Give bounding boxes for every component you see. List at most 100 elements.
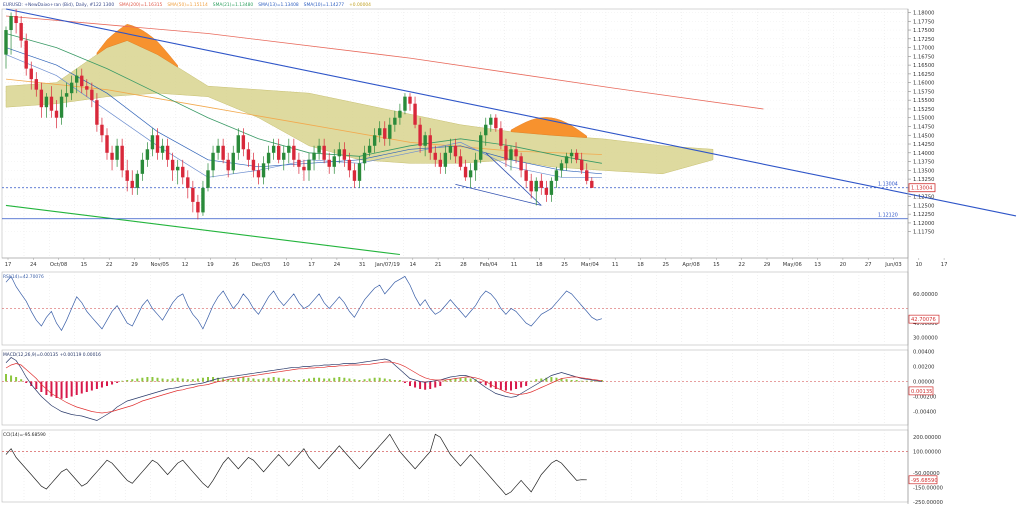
macd-histogram-bar (272, 377, 275, 382)
macd-histogram-bar (257, 379, 260, 382)
x-tick-label: May/06 (783, 262, 802, 268)
candle-body (322, 145, 326, 160)
candle-body (327, 159, 331, 167)
macd-histogram-bar (555, 377, 558, 382)
macd-histogram-bar (55, 381, 58, 398)
candle-body (216, 145, 220, 153)
candle-body (105, 135, 109, 153)
candle-body (418, 124, 422, 146)
candle-body (408, 96, 412, 104)
candle-body (307, 159, 311, 171)
candle-body (75, 75, 79, 83)
macd-histogram-bar (247, 377, 250, 382)
candle-body (479, 135, 483, 160)
candle-body (155, 135, 160, 153)
x-tick-label: 18 (637, 262, 644, 268)
candle-body (201, 187, 205, 213)
price-tick-label: 1.13750 (913, 160, 934, 166)
main-legend-item: SMA(50)=1.15114 (167, 2, 208, 8)
candle-body (196, 201, 200, 213)
candle-body (236, 135, 240, 153)
main-legend-item: +0.00004 (349, 2, 371, 8)
candle-body (226, 159, 230, 171)
candle-body (14, 16, 18, 24)
candle-body (140, 159, 145, 174)
rsi-current-box (908, 314, 940, 324)
candle-body (574, 152, 579, 160)
current-price-line-label: 1.13004 (878, 182, 898, 188)
macd-histogram-bar (201, 377, 204, 382)
macd-histogram-bar (479, 381, 482, 383)
candle-body (443, 152, 448, 167)
candle-body (529, 180, 533, 192)
macd-histogram-bar (530, 380, 533, 382)
macd-histogram-bar (464, 377, 467, 382)
main-legend-item: SMA(200)=1.16315 (119, 2, 162, 8)
candle-body (100, 124, 104, 136)
candle-body (403, 96, 407, 111)
candle-body (287, 145, 291, 153)
candle-body (282, 152, 286, 160)
macd-histogram-bar (20, 379, 23, 382)
macd-histogram-bar (540, 378, 543, 382)
candle-body (590, 180, 594, 188)
macd-histogram-bar (267, 377, 270, 382)
price-tick-label: 1.11750 (913, 230, 934, 236)
candle-body (504, 145, 508, 160)
price-tick-label: 1.14750 (913, 124, 934, 130)
x-tick-label: 22 (738, 262, 745, 268)
candle-body (413, 103, 417, 125)
price-tick-label: 1.13250 (913, 177, 934, 183)
macd-histogram-bar (237, 377, 240, 382)
macd-histogram-bar (10, 375, 13, 382)
price-tick-label: 1.17000 (913, 46, 934, 52)
candle-body (49, 96, 54, 111)
macd-histogram-bar (459, 377, 462, 382)
rsi-tick-label: 30.00000 (913, 336, 938, 342)
price-tick-label: 1.18000 (913, 11, 934, 17)
macd-histogram-bar (136, 378, 139, 382)
macd-histogram-bar (212, 377, 215, 382)
macd-histogram-bar (469, 378, 472, 382)
macd-histogram-bar (550, 377, 553, 382)
ichimoku-cloud-bearish (96, 24, 178, 68)
price-tick-label: 1.12500 (913, 203, 934, 209)
macd-histogram-bar (302, 379, 305, 382)
candle-body (544, 187, 549, 195)
macd-signal-line (5, 361, 602, 414)
channel-line (455, 183, 542, 206)
main-legend-item: SMA(10)=1.14277 (304, 2, 345, 8)
macd-histogram-bar (242, 377, 245, 382)
macd-histogram-bar (439, 381, 442, 386)
candle-body (342, 149, 347, 160)
macd-histogram-bar (429, 381, 432, 389)
macd-histogram-bar (595, 380, 598, 382)
macd-histogram-bar (358, 380, 361, 382)
candle-body (90, 89, 94, 101)
x-tick-label: 29 (131, 262, 138, 268)
macd-histogram-bar (60, 381, 63, 399)
macd-histogram-bar (328, 378, 331, 382)
price-tick-label: 1.12250 (913, 212, 934, 218)
candle-body (524, 170, 528, 181)
macd-histogram-bar (363, 379, 366, 382)
candle-body (554, 170, 559, 181)
candle-body (110, 152, 114, 160)
x-tick-label: 25 (662, 262, 669, 268)
candle-body (484, 124, 488, 136)
candle-body (29, 68, 33, 80)
macd-histogram-bar (277, 377, 280, 382)
rsi-legend: RSI(14)=42.70076 (3, 274, 44, 280)
macd-histogram-bar (116, 381, 119, 383)
candle-body (357, 163, 362, 181)
macd-histogram-bar (515, 381, 518, 389)
candle-body (378, 128, 382, 136)
candle-body (534, 180, 538, 192)
candle-body (160, 145, 165, 153)
main-legend-item: SMA(13)=1.13408 (258, 2, 299, 8)
macd-histogram-bar (146, 377, 149, 382)
macd-histogram-bar (323, 378, 326, 382)
candle-body (302, 166, 306, 171)
